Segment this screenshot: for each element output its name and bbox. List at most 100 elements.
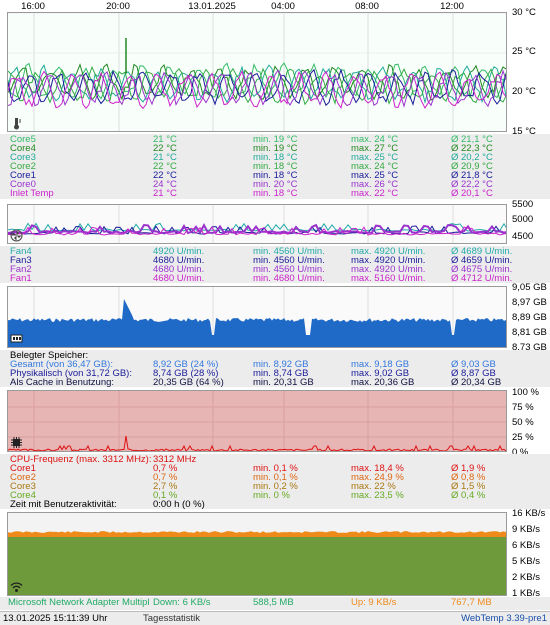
cpu-y-tick: 0 % xyxy=(512,447,529,458)
fan-cur: 4680 U/min. xyxy=(153,273,205,284)
temp-name: Core2 xyxy=(10,161,36,172)
temp-cur: 24 °C xyxy=(153,179,177,190)
memory-plot xyxy=(8,287,506,347)
network-up-area xyxy=(8,531,506,537)
memory-stats-bg xyxy=(0,350,550,387)
fan-row: Fan1 4680 U/min. min. 4680 U/min. max. 5160… xyxy=(10,273,550,284)
fan-plot xyxy=(8,205,506,243)
footer-bar: 13.01.2025 15:11:39 Uhr Tagesstatistik W… xyxy=(0,611,550,625)
user-activity-value: 0:00 h (0 %) xyxy=(153,499,205,510)
network-down-area xyxy=(8,537,506,595)
network-up-total: 767,7 MB xyxy=(451,597,492,608)
mem-y-tick: 9,05 GB xyxy=(512,282,547,293)
fan-y-tick: 5000 xyxy=(512,214,534,225)
network-icon xyxy=(10,582,23,592)
fan-row: Fan4 4920 U/min. min. 4560 U/min. max. 4920… xyxy=(10,246,550,257)
cpu-cur: 0,7 % xyxy=(153,463,178,474)
fan-name: Fan4 xyxy=(10,246,32,257)
fan-row: Fan2 4680 U/min. min. 4560 U/min. max. 4920… xyxy=(10,264,550,275)
temp-name: Core0 xyxy=(10,179,36,190)
net-y-tick: 2 KB/s xyxy=(512,572,540,583)
fan-row: Fan3 4680 U/min. min. 4560 U/min. max. 4920… xyxy=(10,255,550,266)
network-plot xyxy=(8,531,506,595)
temp-row: Core2 22 °C min. 18 °C max. 24 °C Ø 20,9 °C xyxy=(10,161,550,172)
cpu-name: Core2 xyxy=(10,472,36,483)
cpu-frequency-value: 3312 MHz xyxy=(153,454,197,465)
cpu-max: max. 23,5 % xyxy=(351,490,404,501)
temp-series-line xyxy=(8,62,506,100)
fan-series-line xyxy=(8,226,506,236)
cpu-name: Core1 xyxy=(10,463,36,474)
fan-min: min. 4560 U/min. xyxy=(253,246,325,257)
cpu-y-tick: 50 % xyxy=(512,417,534,428)
temp-row: Core4 22 °C min. 19 °C max. 27 °C Ø 22,3 °C xyxy=(10,143,550,154)
temp-row: Inlet Temp 21 °C min. 18 °C max. 22 °C Ø 20,… xyxy=(10,188,550,199)
cpu-cur: 0,7 % xyxy=(153,472,178,483)
cpu-max: max. 22 % xyxy=(351,481,396,492)
mem-name: Als Cache in Benutzung: xyxy=(10,377,115,388)
temp-max: max. 27 °C xyxy=(351,143,399,154)
cpu-y-tick: 75 % xyxy=(512,402,534,413)
temp-min: min. 18 °C xyxy=(253,188,298,199)
temp-y-tick: 15 °C xyxy=(512,126,536,137)
temp-max: max. 26 °C xyxy=(351,179,399,190)
cpu-name: Core4 xyxy=(10,490,36,501)
cpu-cur: 2,7 % xyxy=(153,481,178,492)
thermometer-icon xyxy=(14,118,21,130)
fan-avg: Ø 4675 U/min. xyxy=(451,264,513,275)
net-y-tick: 1 KB/s xyxy=(512,588,540,599)
fan-stats-bg xyxy=(0,246,550,283)
cpu-avg: Ø 0,8 % xyxy=(451,472,486,483)
cpu-name: Core3 xyxy=(10,481,36,492)
net-y-tick: 5 KB/s xyxy=(512,556,540,567)
network-stats: Microsoft Network Adapter Multipl Down: … xyxy=(8,597,550,608)
mem-cur: 8,92 GB (24 %) xyxy=(153,359,219,370)
daily-stats-link[interactable]: Tagesstatistik xyxy=(143,613,201,624)
fan-stats: Fan4 4920 U/min. min. 4560 U/min. max. 4920… xyxy=(10,246,550,284)
cpu-stats-bg xyxy=(0,454,550,509)
mem-max: max. 9,02 GB xyxy=(351,368,410,379)
network-stats-bg xyxy=(0,597,550,610)
temp-cur: 22 °C xyxy=(153,170,177,181)
mem-row: Physikalisch (von 31,72 GB): 8,74 GB (28 … xyxy=(10,368,550,379)
cpu-avg: Ø 1,9 % xyxy=(451,463,486,474)
cpu-y-tick: 25 % xyxy=(512,432,534,443)
memory-title: Belegter Speicher: xyxy=(10,350,89,361)
temperature-graph xyxy=(7,12,507,132)
temp-row: Core5 21 °C min. 19 °C max. 24 °C Ø 21,1 °C xyxy=(10,134,550,145)
fan-series-line xyxy=(8,222,506,235)
cpu-row: Core4 0,1 % min. 0 % max. 23,5 % Ø 0,4 % xyxy=(10,490,550,501)
fan-max: max. 4920 U/min. xyxy=(351,255,426,266)
mem-row: Gesamt (von 36,47 GB): 8,92 GB (24 %) min.… xyxy=(10,359,550,370)
temp-name: Inlet Temp xyxy=(10,188,54,199)
net-y-tick: 16 KB/s xyxy=(512,508,546,519)
temp-name: Core5 xyxy=(10,134,36,145)
fan-series-line xyxy=(8,225,506,235)
fan-cur: 4680 U/min. xyxy=(153,264,205,275)
mem-min: min. 8,92 GB xyxy=(253,359,309,370)
temp-row: Core1 22 °C min. 18 °C max. 25 °C Ø 21,8 °C xyxy=(10,170,550,181)
mem-row: Als Cache in Benutzung: 20,35 GB (64 %) mi… xyxy=(10,377,550,388)
temperature-stats-bg xyxy=(0,134,550,199)
version-label[interactable]: WebTemp 3.39-pre1 xyxy=(461,613,547,624)
temp-y-tick: 25 °C xyxy=(512,46,536,57)
network-down-rate: Down: 6 KB/s xyxy=(153,597,211,608)
fan-y-tick: 4500 xyxy=(512,231,534,242)
fan-max: max. 5160 U/min. xyxy=(351,273,426,284)
temp-name: Core4 xyxy=(10,143,36,154)
mem-max: max. 20,36 GB xyxy=(351,377,415,388)
temp-min: min. 18 °C xyxy=(253,170,298,181)
temp-series-line xyxy=(8,69,506,110)
cpu-graph xyxy=(7,390,507,452)
mem-avg: Ø 8,87 GB xyxy=(451,368,496,379)
mem-max: max. 9,18 GB xyxy=(351,359,410,370)
cpu-avg: Ø 0,4 % xyxy=(451,490,486,501)
cpu-y-tick: 100 % xyxy=(512,387,539,398)
mem-avg: Ø 9,03 GB xyxy=(451,359,496,370)
cpu-min: min. 0 % xyxy=(253,490,290,501)
mem-y-tick: 8,81 GB xyxy=(512,327,547,338)
mem-name: Physikalisch (von 31,72 GB): xyxy=(10,368,132,379)
cpu-min: min. 0,1 % xyxy=(253,463,298,474)
temp-avg: Ø 20,1 °C xyxy=(451,188,493,199)
temp-min: min. 18 °C xyxy=(253,152,298,163)
